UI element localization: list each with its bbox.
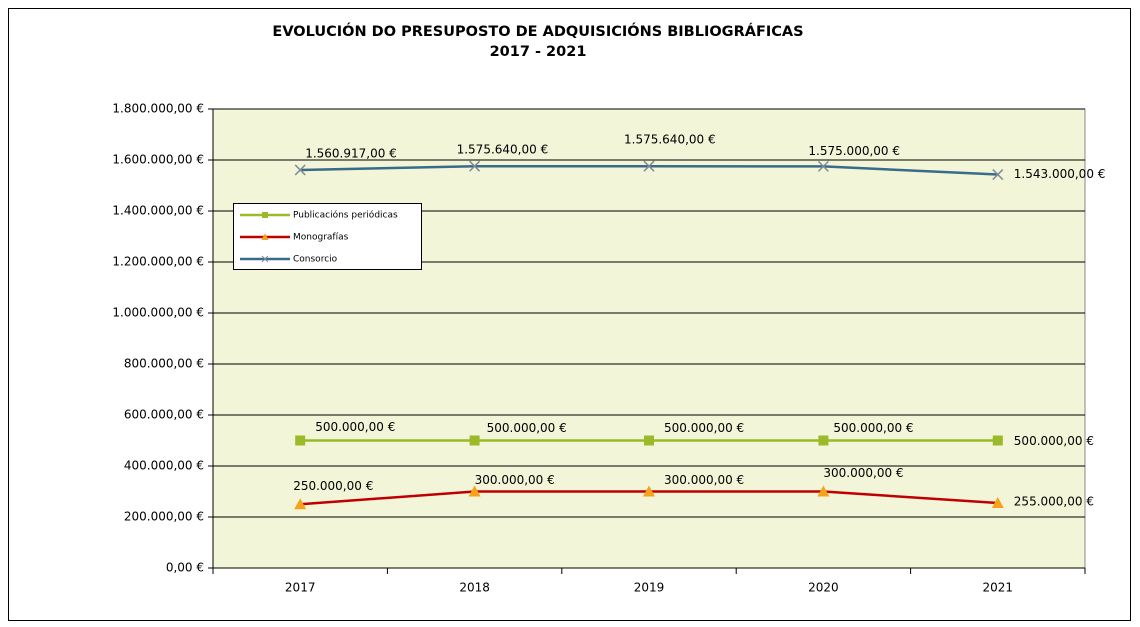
marker [817,485,830,497]
marker [469,160,481,172]
y-tick-label: 1.800.000,00 € [112,102,204,116]
y-tick-label: 1.400.000,00 € [112,204,204,218]
data-label: 300.000,00 € [664,473,744,487]
marker [644,435,654,446]
data-label: 500.000,00 € [487,421,567,435]
data-label: 500.000,00 € [1014,434,1094,448]
marker [294,498,307,510]
chart-subtitle: 2017 - 2021 [490,44,587,60]
legend: Publicacións periódicas Monografías Consor… [233,203,422,270]
chart-title: EVOLUCIÓN DO PRESUPOSTO DE ADQUISICIÓNS … [272,22,803,40]
marker [992,435,1003,446]
marker [643,485,655,497]
x-tick-label: 2018 [459,581,490,595]
data-label: 500.000,00 € [833,421,913,435]
legend-label: Publicacións periódicas [293,210,398,221]
legend-label: Consorcio [293,255,338,265]
legend-label: Monografías [293,233,349,243]
x-tick-label: 2017 [285,581,316,595]
marker [262,212,268,218]
y-tick-label: 600.000,00 € [124,408,204,422]
data-label: 1.560.917,00 € [305,146,397,160]
data-label: 500.000,00 € [664,421,744,435]
marker [469,435,480,446]
marker [643,160,655,172]
marker [294,164,306,176]
marker [261,233,269,241]
data-label: 1.575.640,00 € [457,143,549,157]
data-label: 300.000,00 € [475,473,555,487]
y-tick-label: 800.000,00 € [124,357,204,371]
y-tick-label: 1.000.000,00 € [112,306,204,320]
x-tick-label: 2021 [983,581,1014,595]
y-tick-label: 200.000,00 € [124,510,204,524]
data-label: 1.575.000,00 € [808,144,900,158]
marker [817,160,829,172]
marker [992,169,1004,181]
marker [991,496,1004,508]
y-tick-label: 0,00 € [166,561,204,575]
x-tick-label: 2020 [808,581,839,595]
y-tick-label: 1.200.000,00 € [112,255,204,269]
data-label: 1.543.000,00 € [1014,167,1106,181]
data-label: 1.575.640,00 € [624,133,716,147]
y-tick-label: 400.000,00 € [124,459,204,473]
marker [295,435,306,446]
data-label: 300.000,00 € [823,466,903,480]
marker [261,255,269,263]
data-label: 250.000,00 € [293,479,373,493]
marker [818,435,829,446]
x-tick-label: 2019 [634,581,665,595]
y-tick-label: 1.600.000,00 € [112,153,204,167]
data-label: 255.000,00 € [1014,494,1094,508]
data-label: 500.000,00 € [315,420,395,434]
marker [468,485,481,497]
